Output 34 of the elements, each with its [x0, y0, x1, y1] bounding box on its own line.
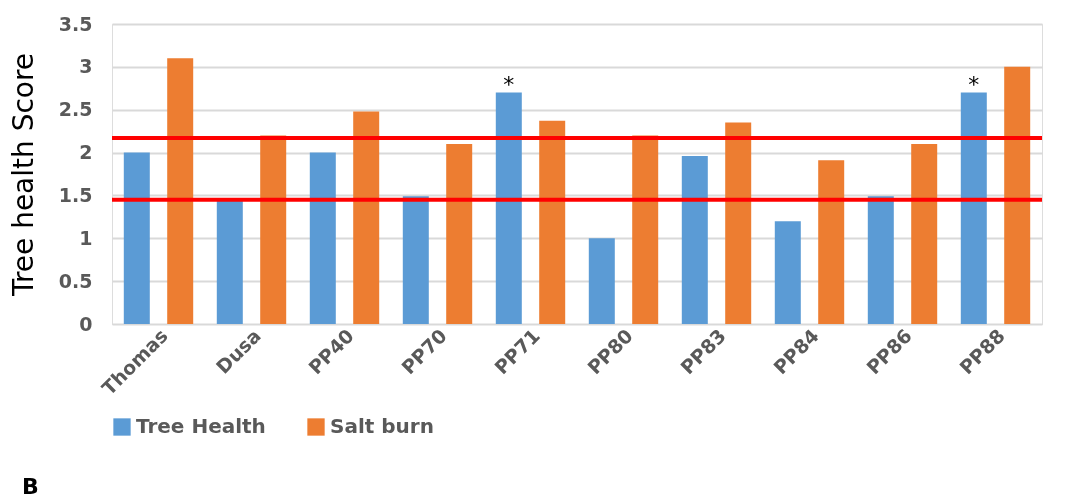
- bar: [167, 58, 194, 324]
- bar: [353, 111, 380, 324]
- y-tick-label: 2.5: [58, 98, 93, 121]
- bar: [960, 92, 987, 324]
- annotation: *: [503, 71, 515, 97]
- legend-label: Salt burn: [330, 414, 434, 438]
- annotation: *: [968, 71, 980, 97]
- bar: [911, 144, 938, 324]
- y-tick-label: 3: [79, 55, 93, 78]
- bar: [725, 122, 752, 324]
- y-tick-label: 1.5: [58, 183, 93, 206]
- bar: [123, 152, 150, 324]
- bar: [260, 135, 287, 324]
- y-tick-label: 3.5: [58, 12, 93, 35]
- y-tick-label: 2: [79, 141, 93, 164]
- bar: [446, 144, 473, 324]
- text: B: [22, 474, 39, 496]
- bar: [309, 152, 336, 324]
- bar: [818, 160, 845, 324]
- bar: [216, 199, 243, 324]
- bar: [539, 120, 566, 324]
- y-axis-title: Tree health Score: [6, 52, 40, 298]
- bar: [588, 238, 615, 324]
- y-tick-label: 1: [79, 226, 93, 249]
- bar: [402, 196, 429, 324]
- bar: [632, 135, 659, 324]
- y-tick-label: 0.5: [58, 269, 93, 292]
- y-tick-label: 0: [79, 312, 93, 335]
- bar: [1004, 66, 1031, 324]
- legend-label: Tree Health: [136, 414, 266, 438]
- bar: [774, 221, 801, 324]
- bar: [867, 196, 894, 324]
- bar: [495, 92, 522, 324]
- bar: [681, 156, 708, 324]
